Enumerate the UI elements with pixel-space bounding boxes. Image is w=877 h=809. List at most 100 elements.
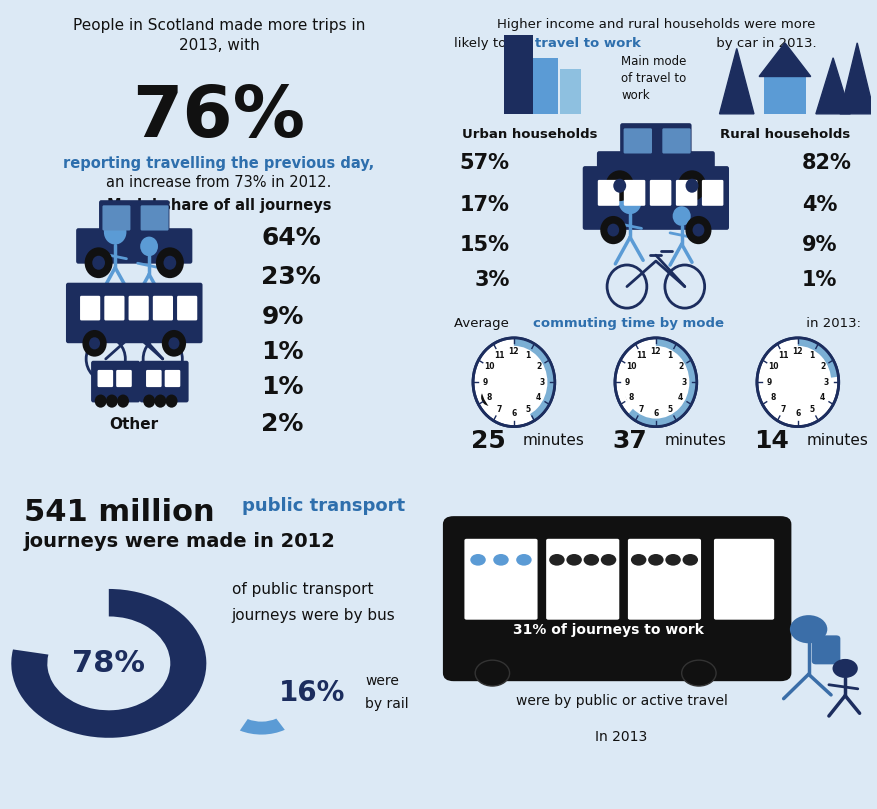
Text: 82%: 82% bbox=[802, 153, 851, 173]
FancyBboxPatch shape bbox=[146, 370, 161, 387]
Text: journeys were by bus: journeys were by bus bbox=[232, 608, 395, 624]
Circle shape bbox=[474, 660, 509, 686]
FancyBboxPatch shape bbox=[619, 123, 691, 156]
Text: reporting travelling the previous day,: reporting travelling the previous day, bbox=[63, 156, 374, 171]
Circle shape bbox=[685, 216, 710, 244]
Text: commuting time by mode: commuting time by mode bbox=[532, 317, 724, 330]
Text: In 2013: In 2013 bbox=[595, 730, 647, 743]
Text: 4: 4 bbox=[677, 393, 682, 402]
Text: 10: 10 bbox=[625, 362, 636, 371]
Text: minutes: minutes bbox=[664, 433, 725, 448]
Text: 2: 2 bbox=[677, 362, 682, 371]
Circle shape bbox=[548, 554, 564, 565]
Text: 8: 8 bbox=[628, 393, 633, 402]
Text: 6: 6 bbox=[510, 409, 516, 417]
FancyBboxPatch shape bbox=[153, 296, 173, 320]
Circle shape bbox=[665, 390, 677, 403]
Circle shape bbox=[665, 554, 680, 565]
FancyBboxPatch shape bbox=[139, 361, 189, 402]
Text: minutes: minutes bbox=[522, 433, 584, 448]
Text: in 2013:: in 2013: bbox=[802, 317, 860, 330]
Text: 25: 25 bbox=[470, 429, 505, 452]
Circle shape bbox=[668, 393, 674, 400]
Text: Urban households: Urban households bbox=[461, 128, 597, 141]
Text: Rural households: Rural households bbox=[719, 128, 850, 141]
Text: 1%: 1% bbox=[261, 340, 303, 364]
Text: 1%: 1% bbox=[802, 269, 837, 290]
FancyBboxPatch shape bbox=[560, 69, 581, 114]
Text: 8: 8 bbox=[486, 393, 491, 402]
FancyBboxPatch shape bbox=[97, 370, 113, 387]
Circle shape bbox=[493, 554, 508, 565]
Circle shape bbox=[647, 554, 663, 565]
Text: 12: 12 bbox=[792, 347, 802, 356]
FancyBboxPatch shape bbox=[649, 180, 671, 205]
FancyBboxPatch shape bbox=[811, 635, 839, 664]
Text: 2%: 2% bbox=[261, 413, 303, 436]
Text: public transport: public transport bbox=[242, 497, 405, 515]
Circle shape bbox=[526, 393, 533, 401]
Text: of public transport: of public transport bbox=[232, 582, 373, 598]
Text: 78%: 78% bbox=[72, 649, 145, 678]
FancyBboxPatch shape bbox=[532, 57, 558, 114]
Text: 23%: 23% bbox=[261, 265, 321, 289]
Text: 10: 10 bbox=[483, 362, 494, 371]
Text: 31% of journeys to work: 31% of journeys to work bbox=[512, 623, 703, 637]
FancyBboxPatch shape bbox=[488, 360, 531, 381]
FancyBboxPatch shape bbox=[545, 539, 618, 620]
FancyBboxPatch shape bbox=[660, 372, 671, 386]
Text: by car in 2013.: by car in 2013. bbox=[711, 37, 816, 50]
Text: 12: 12 bbox=[508, 347, 518, 356]
Text: 4%: 4% bbox=[802, 195, 837, 215]
Circle shape bbox=[481, 388, 496, 406]
FancyBboxPatch shape bbox=[582, 166, 728, 230]
Text: 7: 7 bbox=[496, 404, 502, 413]
Circle shape bbox=[625, 390, 638, 403]
Circle shape bbox=[789, 615, 826, 643]
FancyBboxPatch shape bbox=[165, 370, 180, 387]
FancyBboxPatch shape bbox=[474, 376, 544, 399]
Circle shape bbox=[516, 554, 531, 565]
Circle shape bbox=[631, 554, 645, 565]
FancyBboxPatch shape bbox=[672, 372, 683, 386]
Text: 3%: 3% bbox=[474, 269, 509, 290]
Text: People in Scotland made more trips in
2013, with: People in Scotland made more trips in 20… bbox=[73, 18, 365, 53]
FancyBboxPatch shape bbox=[623, 129, 652, 154]
FancyBboxPatch shape bbox=[512, 364, 530, 379]
Circle shape bbox=[140, 236, 158, 256]
FancyBboxPatch shape bbox=[103, 205, 131, 231]
Circle shape bbox=[756, 338, 838, 426]
FancyBboxPatch shape bbox=[624, 372, 635, 386]
Text: Other: Other bbox=[110, 417, 159, 432]
Text: 4: 4 bbox=[819, 393, 824, 402]
Text: 8: 8 bbox=[769, 393, 775, 402]
Circle shape bbox=[166, 395, 177, 408]
Circle shape bbox=[672, 206, 690, 226]
FancyBboxPatch shape bbox=[627, 539, 700, 620]
Text: 6: 6 bbox=[652, 409, 658, 417]
Text: 1: 1 bbox=[667, 351, 672, 360]
Polygon shape bbox=[839, 43, 873, 114]
FancyBboxPatch shape bbox=[661, 129, 690, 154]
FancyBboxPatch shape bbox=[596, 151, 714, 187]
FancyBboxPatch shape bbox=[177, 296, 197, 320]
FancyBboxPatch shape bbox=[785, 362, 801, 383]
Text: 17%: 17% bbox=[460, 195, 509, 215]
FancyBboxPatch shape bbox=[116, 370, 132, 387]
Text: 12: 12 bbox=[650, 347, 660, 356]
FancyBboxPatch shape bbox=[442, 516, 790, 681]
Circle shape bbox=[583, 554, 598, 565]
Text: 6: 6 bbox=[795, 409, 800, 417]
Text: 76%: 76% bbox=[132, 83, 305, 152]
Text: Higher income and rural households were more: Higher income and rural households were … bbox=[496, 18, 814, 31]
Circle shape bbox=[612, 179, 625, 193]
Circle shape bbox=[95, 395, 106, 408]
Circle shape bbox=[106, 395, 118, 408]
Text: 3: 3 bbox=[681, 378, 687, 387]
FancyBboxPatch shape bbox=[701, 180, 723, 205]
Wedge shape bbox=[513, 339, 553, 421]
Circle shape bbox=[618, 189, 641, 214]
Text: 15%: 15% bbox=[459, 235, 509, 255]
Circle shape bbox=[156, 248, 183, 278]
FancyBboxPatch shape bbox=[490, 364, 508, 379]
